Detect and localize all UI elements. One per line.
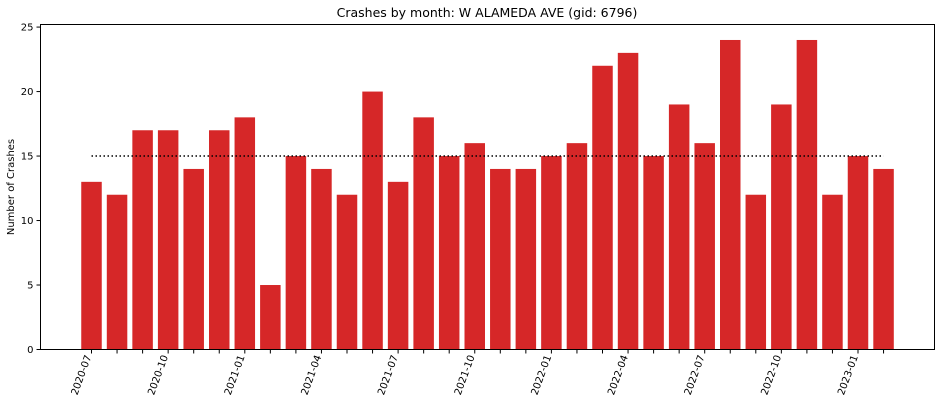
bar-2020-12	[209, 130, 230, 350]
y-axis-label: Number of Crashes	[6, 139, 17, 235]
x-tick-label: 2021-04	[300, 354, 325, 397]
bar-2020-11	[183, 168, 204, 350]
x-tick-label: 2021-10	[453, 354, 478, 397]
bar-2023-02	[873, 168, 894, 350]
bar-2022-04	[617, 52, 639, 350]
bar-2021-06	[362, 91, 383, 350]
y-tick-label: 10	[21, 216, 34, 227]
x-tick-label: 2022-04	[606, 354, 631, 397]
bar-2022-01	[541, 156, 562, 350]
bar-2022-05	[643, 156, 664, 350]
y-tick-label: 5	[27, 281, 33, 292]
bar-2022-03	[592, 65, 613, 350]
bar-2020-07	[81, 181, 102, 350]
plot-frame	[40, 24, 935, 350]
bar-2021-03	[285, 156, 307, 350]
bar-2022-12	[822, 194, 843, 350]
bar-2020-08	[106, 194, 128, 350]
bar-2021-02	[260, 285, 281, 350]
x-tick-label: 2022-01	[530, 354, 555, 397]
bar-2022-02	[566, 143, 588, 350]
bar-2022-11	[796, 39, 818, 350]
bar-2021-11	[490, 168, 511, 350]
x-tick-label: 2022-07	[683, 354, 708, 397]
bar-2021-12	[515, 168, 537, 350]
y-tick-label: 0	[27, 345, 33, 356]
x-tick-label: 2023-01	[836, 354, 861, 397]
chart-title: Crashes by month: W ALAMEDA AVE (gid: 67…	[337, 5, 638, 20]
x-tick-label: 2021-01	[223, 354, 248, 397]
bar-2022-06	[668, 104, 690, 350]
x-axis: 2020-07 2020-10 2021-01 2021-04 2021-07 2021-…	[70, 349, 885, 397]
bars-group	[81, 39, 894, 350]
bar-2022-09	[745, 194, 767, 350]
y-axis: 0 5 10 15 20 25	[21, 23, 41, 356]
y-tick-label: 25	[21, 23, 34, 34]
bar-2021-08	[413, 117, 434, 350]
x-tick-label: 2021-07	[376, 354, 401, 397]
bar-2021-07	[387, 181, 409, 350]
y-tick-label: 20	[21, 87, 34, 98]
bar-2022-08	[720, 39, 741, 350]
bar-2022-10	[771, 104, 792, 350]
x-tick-label: 2022-10	[760, 354, 785, 397]
bar-2021-01	[234, 117, 256, 350]
bar-2023-01	[847, 156, 869, 350]
bar-2022-07	[694, 143, 715, 350]
bar-2020-10	[157, 130, 179, 350]
x-tick-label: 2020-07	[70, 354, 95, 397]
bar-2021-04	[311, 168, 332, 350]
y-tick-label: 15	[21, 152, 34, 163]
x-tick-label: 2020-10	[146, 354, 171, 397]
bar-2021-05	[336, 194, 358, 350]
bar-2021-10	[464, 143, 485, 350]
bar-2021-09	[438, 156, 460, 350]
bar-2020-09	[132, 130, 153, 350]
